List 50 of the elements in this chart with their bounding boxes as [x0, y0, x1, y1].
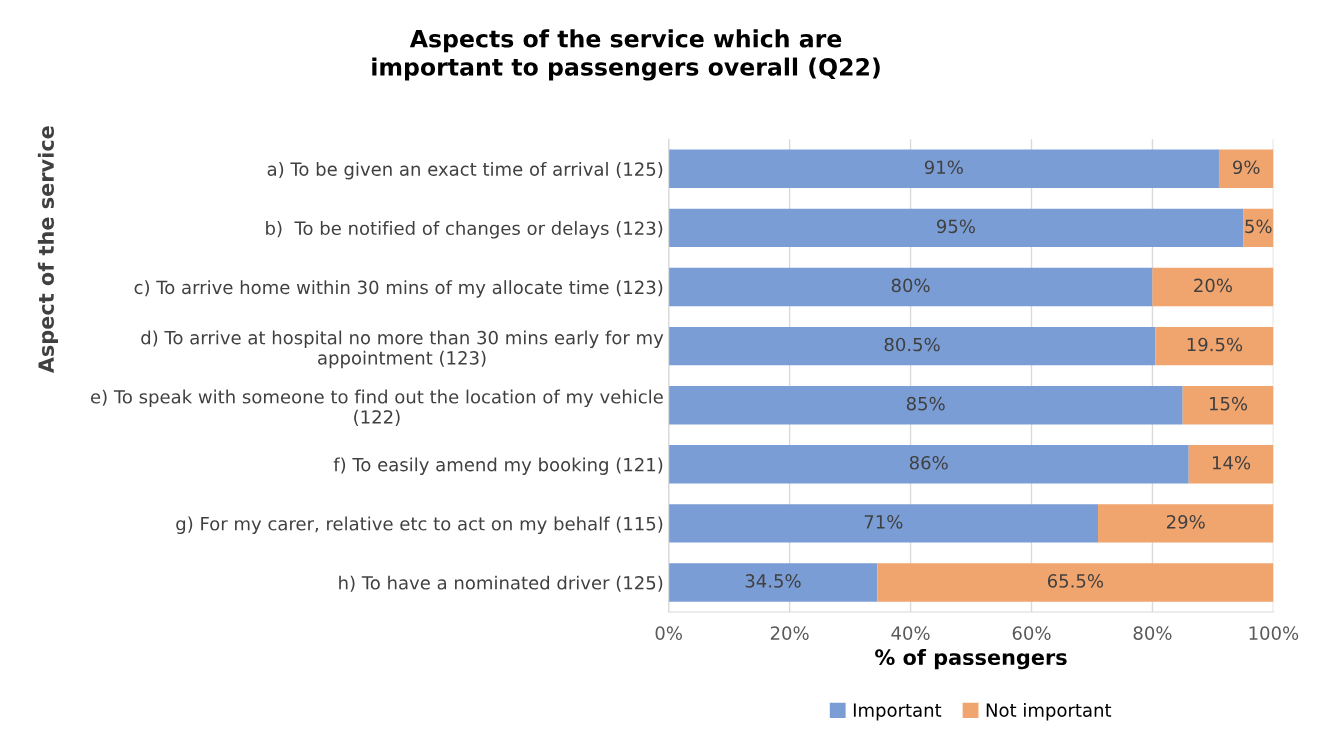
x-axis-title: % of passengers: [875, 648, 1067, 670]
data-label: 29%: [1166, 514, 1205, 529]
bar: [1188, 445, 1274, 484]
x-tick-label: 0%: [655, 626, 682, 640]
x-tick-label: 100%: [1249, 626, 1299, 640]
data-label: 80.5%: [884, 337, 940, 352]
data-label: 15%: [1209, 396, 1248, 411]
data-label: 20%: [1194, 278, 1232, 293]
data-label: 65.5%: [1047, 574, 1104, 588]
data-label: 80%: [891, 278, 930, 293]
bar: [1182, 386, 1274, 425]
bar: [668, 504, 1099, 543]
y-tick-label: a) To be given an exact time of arrival (125): [267, 161, 663, 180]
x-tick-label: 80%: [1133, 626, 1172, 640]
bar: [668, 149, 1219, 189]
x-tick-label: 60%: [1012, 626, 1051, 640]
data-label: 85%: [906, 396, 945, 411]
y-tick-label: e) To speak with someone to find out the location of my vehicle (122): [91, 389, 663, 426]
data-label: 34.5%: [745, 574, 801, 588]
y-tick-label: c) To arrive home within 30 mins of my allocate time (123): [134, 280, 663, 298]
data-label: 5%: [1245, 219, 1272, 234]
bar: [1218, 149, 1274, 189]
y-axis-title: Aspect of the service: [37, 126, 59, 374]
bar: [1152, 267, 1274, 307]
data-label: 71%: [864, 514, 903, 529]
data-label: 9%: [1232, 160, 1260, 175]
bar: [668, 563, 878, 602]
y-tick-label: f) To easily amend my booking (121): [333, 457, 663, 475]
legend-label: Important: [853, 703, 942, 721]
x-tick-label: 20%: [770, 626, 809, 640]
bar: [668, 267, 1153, 307]
data-label: 91%: [924, 160, 963, 175]
bar: [668, 208, 1244, 248]
legend-label: Not important: [986, 702, 1112, 721]
y-tick-label: h) To have a nominated driver (125): [339, 575, 663, 592]
data-label: 95%: [936, 219, 975, 234]
y-tick-label: g) For my carer, relative etc to act on my behalf (115): [176, 516, 663, 535]
data-label: 19.5%: [1187, 337, 1243, 352]
bar: [1155, 326, 1274, 366]
data-label: 86%: [909, 455, 948, 470]
x-tick-label: 40%: [891, 626, 930, 640]
y-tick-label: d) To arrive at hospital no more than 30 mins early for my appointment (123): [141, 330, 664, 369]
bar: [668, 445, 1189, 484]
chart-title: Aspects of the service which are important to passengers overall (Q22): [372, 29, 880, 81]
y-tick-label: b) To be notified of changes or delays (123): [266, 221, 663, 239]
bar: [668, 386, 1183, 425]
bar: [877, 563, 1274, 602]
bar: [1098, 504, 1274, 543]
data-label: 14%: [1212, 455, 1251, 470]
bar: [668, 326, 1156, 366]
